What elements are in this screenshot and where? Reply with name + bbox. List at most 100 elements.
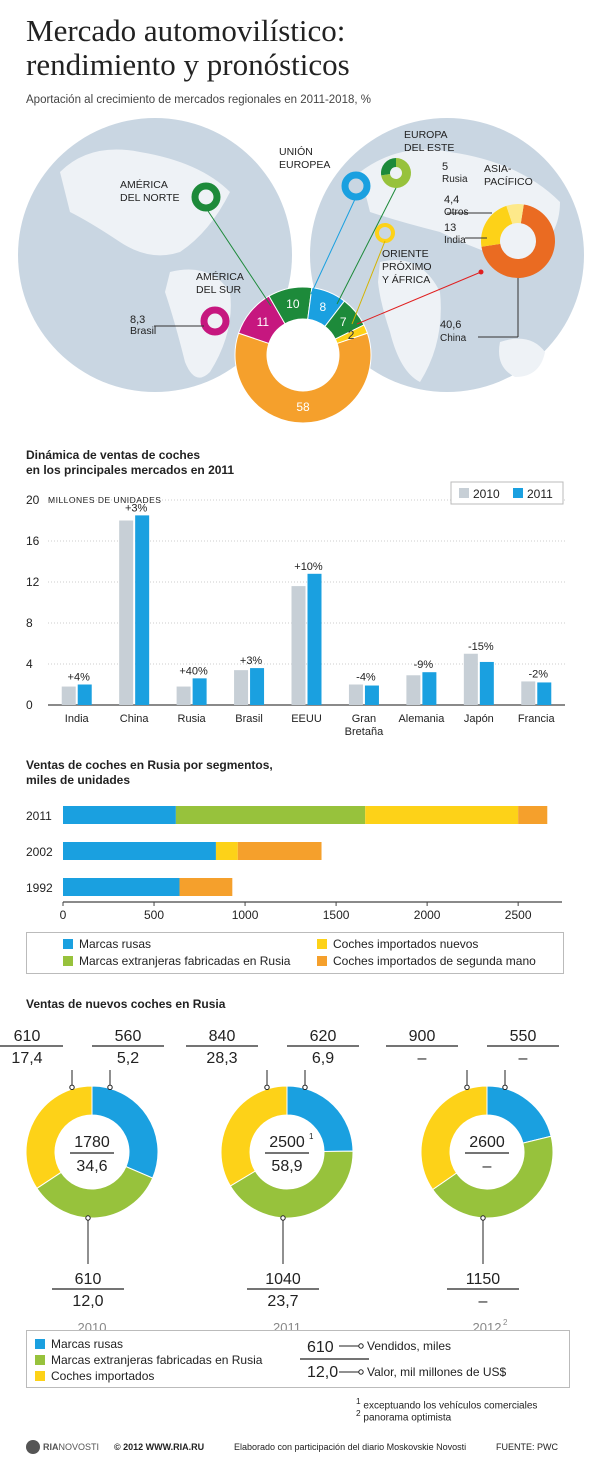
slice-middle-east-label: 2 [348, 328, 355, 342]
slice-north-america-label: 10 [286, 297, 300, 311]
key-sold-value: 610 [307, 1339, 334, 1356]
label-rusia: Rusia [442, 174, 468, 185]
bar-2011-7 [479, 661, 494, 705]
mini-ee-russia [381, 158, 411, 188]
donut-2011-year: 2011 [273, 1320, 301, 1330]
label-india-value: 13 [444, 222, 456, 234]
legend-d-russian: Marcas rusas [35, 1337, 123, 1351]
xtick-8: Francia [518, 713, 556, 725]
donut-2011-foreign-usd: 23,7 [267, 1293, 298, 1310]
label-me-2: PRÓXIMO [382, 260, 432, 273]
bar-annotation-2: +40% [179, 665, 208, 677]
seg-2011-2 [365, 806, 519, 824]
label-na-1: AMÉRICA [120, 178, 168, 191]
seg-2011-0 [63, 806, 176, 824]
donut-2010-foreign-dot [85, 1215, 91, 1221]
donut-2010-slice-1 [36, 1165, 154, 1219]
key-dot-2 [358, 1369, 364, 1375]
seg-1992-3 [179, 878, 233, 896]
donut-2010-center-top: 1780 [74, 1134, 110, 1151]
donut-2012-center-top: 2600 [469, 1134, 505, 1151]
footer: RIANOVOSTI © 2012 WWW.RIA.RU Elaborado c… [26, 1440, 586, 1458]
donut-2012-imports-sold: 900 [409, 1028, 436, 1045]
bar-legend-2010: 2010 [473, 487, 500, 501]
bar-annotation-3: +3% [240, 655, 263, 667]
seg-2011-1 [175, 806, 366, 824]
donut-2010-foreign-sold: 610 [75, 1271, 102, 1288]
leader-middle-east [351, 240, 386, 325]
seg-xtick-500: 500 [144, 908, 164, 922]
label-ee-1: EUROPA [404, 129, 448, 141]
bar-2010-4 [291, 586, 306, 705]
bar-legend [450, 481, 564, 505]
donut-2011-imports-dot [264, 1084, 270, 1091]
donut-2012-year: 2012 [473, 1320, 502, 1330]
donut-2012-slice-2 [420, 1085, 488, 1191]
copyright: © 2012 WWW.RIA.RU [114, 1442, 205, 1452]
donut-2012-foreign-usd: – [479, 1293, 488, 1310]
swatch-blue [63, 939, 73, 949]
xtick-5-1: Bretaña [345, 726, 384, 738]
bar-2011-2 [192, 678, 207, 705]
leader-lines [154, 187, 519, 338]
bar-legend-swatch-2011 [513, 488, 523, 498]
bar-2011-1 [135, 515, 150, 705]
label-ap-1: ASIA- [484, 163, 512, 175]
xtick-0: India [65, 713, 90, 725]
bar-title-line-1: Dinámica de ventas de coches [26, 448, 201, 462]
mini-south-america [200, 306, 230, 336]
segment-chart-title: Ventas de coches en Rusia por segmentos,… [26, 758, 273, 788]
donut-legend: Marcas rusas Marcas extranjeras fabricad… [26, 1330, 570, 1388]
slice-asia-pacific-label: 58 [296, 400, 310, 414]
bar-legend-swatch-2010 [459, 488, 469, 498]
seg-2002-0 [63, 842, 216, 860]
swatch-yellow [317, 939, 327, 949]
legend-new-imports: Coches importados nuevos [317, 937, 478, 951]
seg-2002-3 [237, 842, 322, 860]
donut-2010-russian-usd: 5,2 [117, 1050, 139, 1067]
xtick-1: China [120, 713, 150, 725]
label-brasil: Brasil [130, 325, 156, 337]
leader-asia [356, 271, 482, 325]
label-china: China [440, 333, 467, 344]
bar-annotation-7: -15% [468, 641, 494, 653]
label-rusia-value: 5 [442, 161, 448, 173]
bar-2010-7 [463, 653, 478, 705]
donut-2010-imports-usd: 17,4 [11, 1050, 42, 1067]
bar-2011-0 [77, 684, 92, 705]
donut-2012-russian-dot [502, 1084, 508, 1091]
donut-2010-year: 2010 [78, 1320, 107, 1330]
row-label-1992: 1992 [26, 881, 53, 895]
label-otros-value: 4,4 [444, 194, 459, 206]
donut-2011-slice-2 [220, 1085, 288, 1187]
xtick-2: Rusia [178, 713, 207, 725]
ytick-0: 0 [26, 698, 33, 712]
seg-title-line-2: miles de unidades [26, 773, 131, 787]
bar-title-line-2: en los principales mercados en 2011 [26, 463, 235, 477]
new-car-sales-donuts: 1780 34,6 560 5,2 610 17,4 610 12,0 2010 2500 1 58,… [0, 1028, 559, 1330]
ytick-16: 16 [26, 534, 40, 548]
ytick-8: 8 [26, 616, 33, 630]
legend-d-foreign: Marcas extranjeras fabricadas en Rusia [35, 1353, 262, 1367]
donut-2010-foreign-usd: 12,0 [72, 1293, 103, 1310]
slice-south-america-label: 11 [257, 315, 270, 329]
bar-2010-5 [348, 684, 363, 705]
donut-2012-imports-usd: – [418, 1050, 427, 1067]
legend-key: 610 12,0 Vendidos, miles Valor, mil mill… [300, 1339, 506, 1381]
seg-2002-2 [215, 842, 238, 860]
credit: Elaborado con participación del diario M… [234, 1442, 467, 1452]
xtick-5: Gran [352, 713, 376, 725]
title-line-2: rendimiento y pronósticos [26, 47, 350, 82]
swatch-d-yellow [35, 1371, 45, 1381]
key-sold-label: Vendidos, miles [367, 1339, 451, 1353]
bar-2010-8 [521, 681, 536, 705]
leader-eu [310, 196, 357, 295]
main-donut: 58 11 10 872 [234, 286, 372, 424]
slice-middle-east [334, 324, 369, 345]
legend-foreign-local: Marcas extranjeras fabricadas en Rusia [63, 954, 290, 968]
donut-2011-slice-1 [229, 1150, 354, 1219]
mini-ap-india [481, 205, 513, 247]
page-title: Mercado automovilístico: rendimiento y p… [26, 14, 586, 82]
bar-2011-6 [422, 672, 437, 705]
key-usd-label: Valor, mil millones de US$ [367, 1365, 506, 1379]
